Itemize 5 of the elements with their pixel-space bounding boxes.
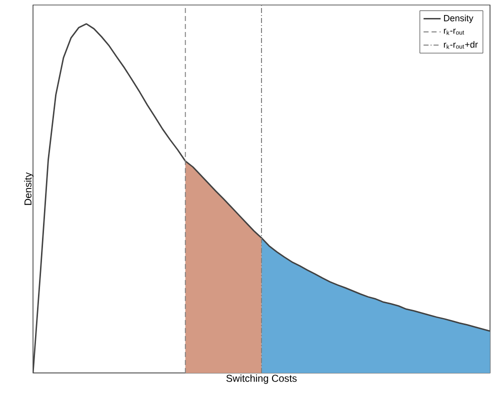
legend-label: Density (444, 14, 474, 24)
y-axis-title: Density (24, 172, 34, 205)
annotation: r$_{k}$-r$_{out}$ (444, 28, 464, 35)
annotation: r$_{k}$-r$_{out}$+dr (444, 41, 478, 49)
x-axis-title: Switching Costs (226, 374, 297, 384)
